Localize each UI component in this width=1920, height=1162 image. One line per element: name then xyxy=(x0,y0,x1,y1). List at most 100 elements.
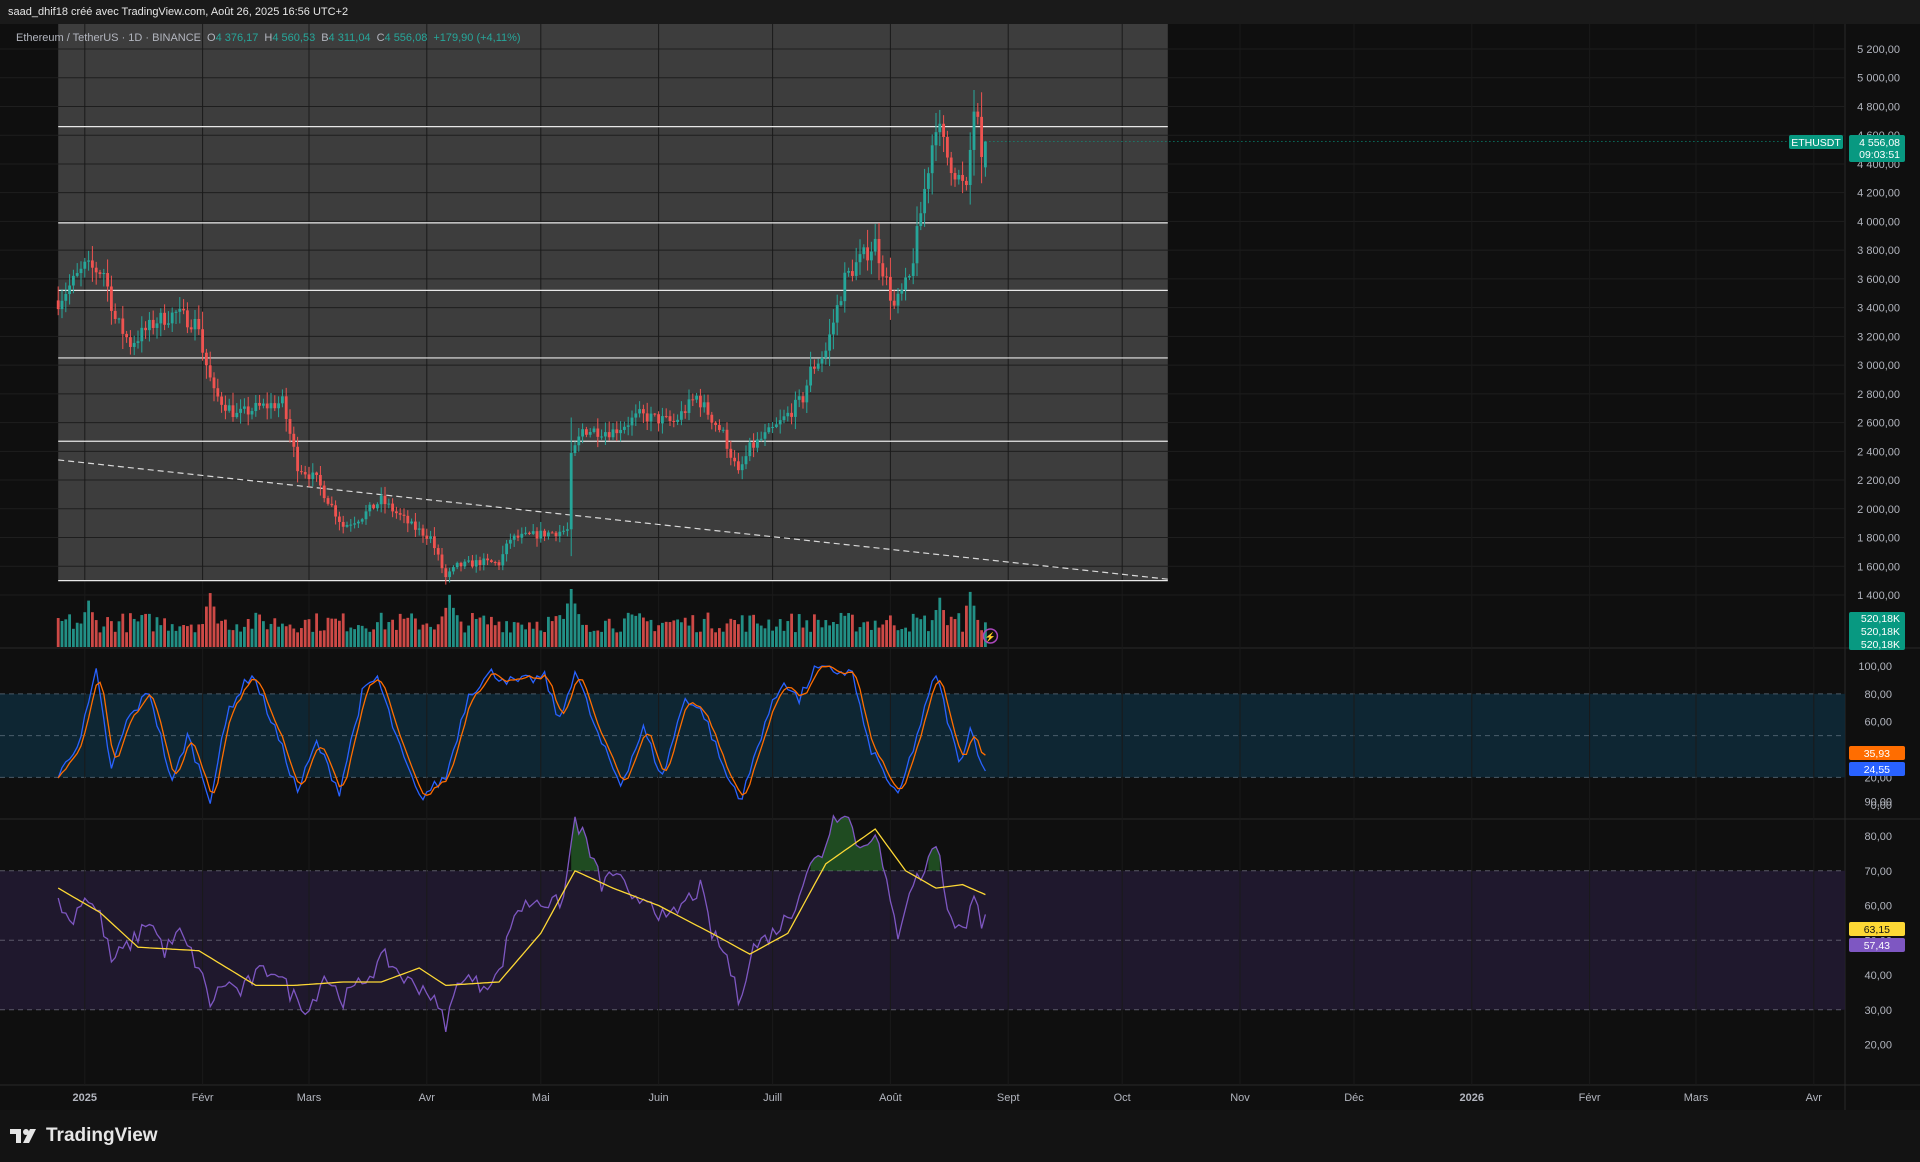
rsi-line xyxy=(57,814,987,1033)
volume-bar xyxy=(733,620,736,647)
candle-body xyxy=(748,442,752,457)
candle-body xyxy=(896,293,900,306)
volume-bar xyxy=(957,613,961,647)
candle-body xyxy=(645,413,649,422)
candle-body xyxy=(980,116,983,157)
volume-bar xyxy=(307,619,311,647)
volume-bar xyxy=(600,631,603,647)
volume-bar xyxy=(607,618,611,647)
candle-body xyxy=(862,247,866,255)
volume-bar xyxy=(965,605,968,647)
candle-body xyxy=(414,521,417,530)
volume-bar xyxy=(949,616,953,647)
candle-body xyxy=(334,505,337,517)
volume-bar xyxy=(501,632,505,647)
candle-body xyxy=(569,453,573,530)
time-tick-label: Mars xyxy=(297,1092,322,1104)
volume-bar xyxy=(170,624,174,647)
volume-bar xyxy=(543,632,546,647)
candle-body xyxy=(87,260,90,262)
volume-bar xyxy=(524,629,527,647)
header-bar: saad_dhif18 créé avec TradingView.com, A… xyxy=(0,0,1920,25)
rsi-tick-label: 70,00 xyxy=(1864,866,1892,878)
candle-body xyxy=(410,521,413,524)
attribution-text: saad_dhif18 créé avec TradingView.com, A… xyxy=(8,6,349,18)
price-tick-label: 1 400,00 xyxy=(1857,590,1900,602)
candle-body xyxy=(938,123,942,133)
volume-bar xyxy=(334,618,337,647)
stoch-k-line xyxy=(57,665,986,804)
volume-bar xyxy=(718,628,721,647)
volume-bar xyxy=(212,606,216,647)
volume-bar xyxy=(284,626,288,647)
candle-body xyxy=(425,535,429,539)
candle-body xyxy=(809,366,812,386)
volume-bar xyxy=(410,613,413,647)
candle-body xyxy=(300,471,303,473)
candle-body xyxy=(695,395,698,400)
volume-bar xyxy=(60,620,64,647)
candle-body xyxy=(326,498,330,504)
candle-body xyxy=(170,312,174,324)
candle-body xyxy=(737,461,740,471)
candle-body xyxy=(900,289,904,294)
candle-body xyxy=(824,350,828,358)
symbol-name: Ethereum / TetherUS · 1D · BINANCE xyxy=(16,32,201,44)
volume-bar xyxy=(645,621,649,647)
price-tick-label: 4 000,00 xyxy=(1857,216,1900,228)
candle-body xyxy=(383,495,387,505)
rsi-overbought-fill xyxy=(928,846,940,871)
chart-canvas[interactable]: ⚡ 1 400,00 1 600,00 1 800,00 2 000,00 2 200,… xyxy=(0,24,1920,1110)
time-tick-label: Août xyxy=(879,1092,902,1104)
candle-body xyxy=(417,528,421,530)
volume-bar xyxy=(125,632,128,647)
candle-body xyxy=(117,318,121,320)
candle-body xyxy=(482,558,486,566)
candle-body xyxy=(463,561,467,567)
candle-body xyxy=(395,511,398,514)
volume-bar xyxy=(220,620,223,647)
price-tick-label: 1 600,00 xyxy=(1857,561,1900,573)
volume-bar xyxy=(512,622,516,647)
candle-body xyxy=(881,263,885,277)
candle-body xyxy=(771,426,774,428)
candle-body xyxy=(360,519,364,522)
candle-body xyxy=(908,275,911,278)
candle-body xyxy=(957,174,961,180)
time-tick-label: Févr xyxy=(1579,1092,1601,1104)
volume-bar xyxy=(273,618,277,647)
volume-bar xyxy=(132,618,136,647)
candle-body xyxy=(794,399,797,417)
candle-body xyxy=(683,411,687,413)
volume-bar xyxy=(83,612,87,647)
candle-body xyxy=(904,277,907,290)
volume-bar xyxy=(873,620,877,647)
candle-body xyxy=(505,543,508,555)
candle-body xyxy=(813,366,816,369)
candle-body xyxy=(558,531,562,537)
candle-body xyxy=(75,273,79,276)
tradingview-logo[interactable]: TradingView xyxy=(10,1124,158,1148)
candle-body xyxy=(691,399,695,401)
candle-body xyxy=(273,403,277,409)
volume-bar xyxy=(763,628,767,647)
candle-body xyxy=(292,433,296,447)
volume-bar xyxy=(205,606,208,647)
volume-bar xyxy=(174,630,178,647)
volume-bar xyxy=(927,631,930,647)
volume-bar xyxy=(246,619,250,647)
candle-body xyxy=(136,341,140,343)
rsi-tick-label: 20,00 xyxy=(1864,1040,1892,1052)
candle-body xyxy=(102,273,106,275)
chart-area[interactable]: ⚡ 1 400,00 1 600,00 1 800,00 2 000,00 2 200,… xyxy=(0,24,1920,1110)
candle-body xyxy=(235,412,239,418)
candle-body xyxy=(934,132,938,146)
candle-body xyxy=(452,567,455,572)
price-tick-label: 3 200,00 xyxy=(1857,331,1900,343)
candle-body xyxy=(440,554,444,569)
volume-bar xyxy=(129,613,132,647)
candle-body xyxy=(664,416,668,418)
highlight-box xyxy=(58,24,1168,581)
candle-body xyxy=(512,535,516,540)
volume-bar xyxy=(851,614,854,647)
